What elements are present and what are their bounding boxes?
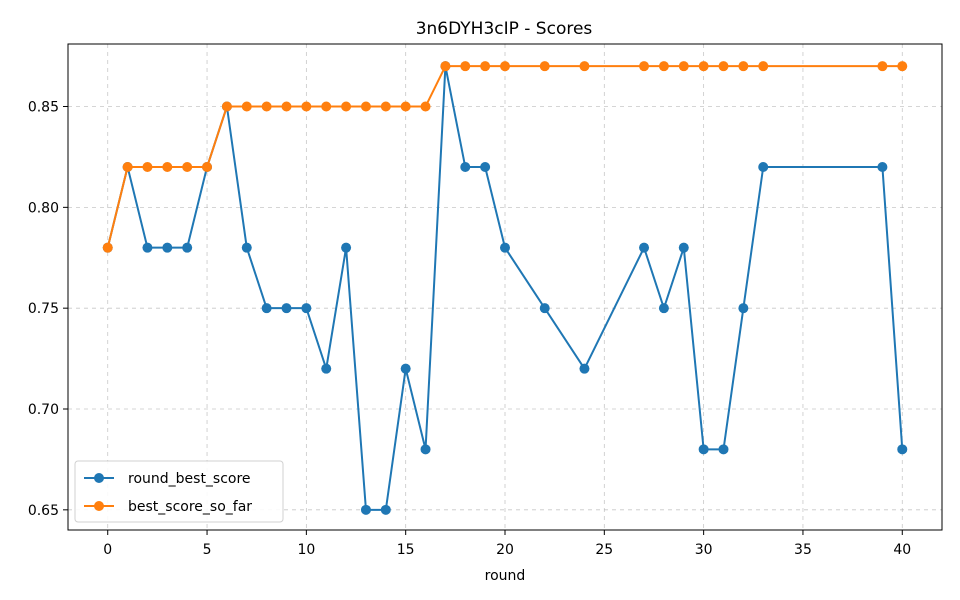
data-point-best-score-so-far	[718, 61, 729, 72]
x-tick-label: 5	[203, 542, 212, 558]
data-point-round-best-score	[360, 504, 371, 515]
legend-marker-best-score-so-far	[94, 501, 104, 511]
data-point-best-score-so-far	[758, 61, 769, 72]
data-point-best-score-so-far	[579, 61, 590, 72]
data-point-best-score-so-far	[261, 101, 272, 112]
x-tick-label: 40	[893, 542, 911, 558]
data-point-best-score-so-far	[122, 162, 133, 173]
chart-title: 3n6DYH3cIP - Scores	[416, 19, 593, 39]
data-point-round-best-score	[420, 444, 431, 455]
legend-label-round-best-score: round_best_score	[128, 471, 251, 487]
data-point-round-best-score	[539, 303, 550, 314]
data-point-best-score-so-far	[639, 61, 650, 72]
data-point-round-best-score	[718, 444, 729, 455]
data-point-round-best-score	[261, 303, 272, 314]
data-point-round-best-score	[658, 303, 669, 314]
data-point-round-best-score	[301, 303, 312, 314]
data-point-best-score-so-far	[480, 61, 491, 72]
x-axis-label: round	[485, 568, 526, 584]
series-layer	[102, 61, 908, 515]
legend-label-best-score-so-far: best_score_so_far	[128, 499, 252, 515]
data-point-best-score-so-far	[698, 61, 709, 72]
x-tick-label: 10	[297, 542, 315, 558]
data-point-best-score-so-far	[321, 101, 332, 112]
data-point-best-score-so-far	[658, 61, 669, 72]
data-point-round-best-score	[579, 363, 590, 374]
data-point-round-best-score	[321, 363, 332, 374]
data-point-best-score-so-far	[301, 101, 312, 112]
data-point-best-score-so-far	[460, 61, 471, 72]
legend-marker-round-best-score	[94, 473, 104, 483]
x-tick-label: 25	[595, 542, 613, 558]
data-point-round-best-score	[241, 242, 252, 253]
data-point-best-score-so-far	[241, 101, 252, 112]
data-point-best-score-so-far	[102, 242, 113, 253]
y-tick-label: 0.75	[28, 301, 59, 317]
x-tick-label: 30	[695, 542, 713, 558]
data-point-best-score-so-far	[341, 101, 352, 112]
data-point-round-best-score	[738, 303, 749, 314]
data-point-best-score-so-far	[281, 101, 292, 112]
data-point-round-best-score	[897, 444, 908, 455]
data-point-round-best-score	[460, 162, 471, 173]
data-point-best-score-so-far	[539, 61, 550, 72]
data-point-best-score-so-far	[162, 162, 173, 173]
data-point-best-score-so-far	[142, 162, 153, 173]
data-point-best-score-so-far	[360, 101, 371, 112]
grid-layer	[68, 44, 942, 530]
x-tick-label: 35	[794, 542, 812, 558]
data-point-best-score-so-far	[738, 61, 749, 72]
data-point-round-best-score	[341, 242, 352, 253]
data-point-round-best-score	[142, 242, 153, 253]
data-point-round-best-score	[877, 162, 888, 173]
data-point-best-score-so-far	[221, 101, 232, 112]
legend-box	[74, 460, 284, 523]
x-axis-ticks: 0 5 10 15 20 25 30 35 40	[103, 530, 911, 558]
legend: round_best_score best_score_so_far	[74, 460, 284, 523]
data-point-round-best-score	[480, 162, 491, 173]
x-tick-label: 15	[397, 542, 415, 558]
data-point-round-best-score	[281, 303, 292, 314]
y-tick-label: 0.85	[28, 100, 59, 116]
data-point-best-score-so-far	[380, 101, 391, 112]
data-point-round-best-score	[698, 444, 709, 455]
data-point-round-best-score	[182, 242, 193, 253]
data-point-best-score-so-far	[202, 162, 213, 173]
data-point-round-best-score	[162, 242, 173, 253]
y-tick-label: 0.80	[28, 200, 59, 216]
data-point-best-score-so-far	[897, 61, 908, 72]
series-best-score-so-far	[102, 61, 908, 253]
data-point-round-best-score	[380, 504, 391, 515]
y-axis-ticks: 0.65 0.70 0.75 0.80 0.85	[28, 100, 68, 519]
data-point-best-score-so-far	[400, 101, 411, 112]
data-point-best-score-so-far	[182, 162, 193, 173]
data-point-best-score-so-far	[440, 61, 451, 72]
data-point-best-score-so-far	[420, 101, 431, 112]
data-point-round-best-score	[400, 363, 411, 374]
data-point-round-best-score	[678, 242, 689, 253]
data-point-best-score-so-far	[500, 61, 510, 72]
data-point-best-score-so-far	[678, 61, 689, 72]
data-point-round-best-score	[758, 162, 769, 173]
y-tick-label: 0.65	[28, 503, 59, 519]
x-tick-label: 20	[496, 542, 514, 558]
y-tick-label: 0.70	[28, 402, 59, 418]
data-point-round-best-score	[639, 242, 650, 253]
data-point-round-best-score	[500, 242, 510, 253]
x-tick-label: 0	[103, 542, 112, 558]
data-point-best-score-so-far	[877, 61, 888, 72]
